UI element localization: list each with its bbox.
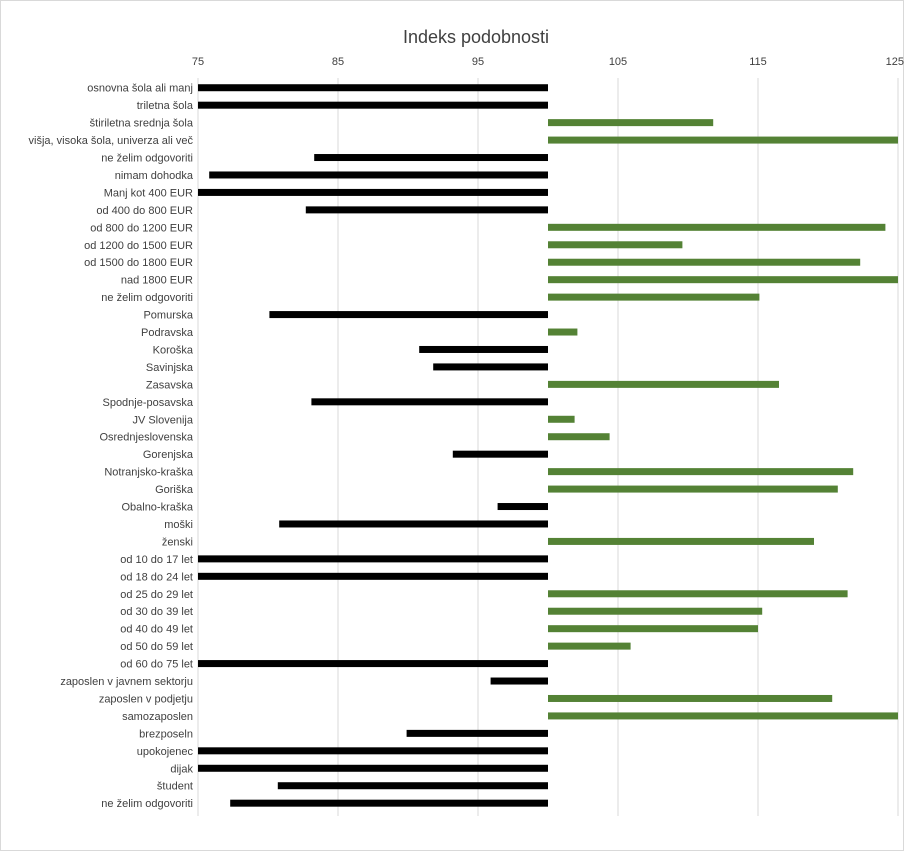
category-label: od 40 do 49 let xyxy=(120,624,193,636)
bar xyxy=(548,293,760,301)
bar xyxy=(548,328,578,336)
category-label: Gorenjska xyxy=(143,449,194,461)
category-label: študent xyxy=(157,781,193,793)
category-label: osnovna šola ali manj xyxy=(87,83,193,95)
bar xyxy=(279,520,548,528)
category-label: zaposlen v javnem sektorju xyxy=(60,676,193,688)
bar xyxy=(305,206,548,214)
category-label: od 50 do 59 let xyxy=(120,641,193,653)
bar xyxy=(490,677,548,685)
bar xyxy=(433,363,548,371)
category-label: od 1500 do 1800 EUR xyxy=(84,257,193,269)
category-label: višja, visoka šola, univerza ali več xyxy=(29,135,194,147)
category-labels: osnovna šola ali manj triletna šola štiril… xyxy=(29,83,194,810)
bar xyxy=(548,276,898,284)
category-label: od 1200 do 1500 EUR xyxy=(84,240,193,252)
category-label: Notranjsko-kraška xyxy=(104,467,194,479)
category-label: od 18 do 24 let xyxy=(120,571,193,583)
category-label: triletna šola xyxy=(137,100,194,112)
category-label: od 400 do 800 EUR xyxy=(96,205,193,217)
bar xyxy=(548,468,854,476)
category-label: od 10 do 17 let xyxy=(120,554,193,566)
chart-title: Indeks podobnosti xyxy=(403,27,549,47)
bar xyxy=(452,450,548,458)
category-label: Savinjska xyxy=(146,362,194,374)
x-axis-tick-labels: 75 85 95 105 115 125 xyxy=(192,56,904,68)
bar xyxy=(548,136,898,144)
category-label: brezposeln xyxy=(139,728,193,740)
bar xyxy=(548,258,861,266)
bar xyxy=(198,660,548,668)
bar xyxy=(311,398,548,406)
category-label: Goriška xyxy=(155,484,194,496)
category-label: Obalno-kraška xyxy=(121,502,193,514)
bar xyxy=(269,311,548,319)
category-label: nimam dohodka xyxy=(115,170,194,182)
category-label: ne želim odgovoriti xyxy=(101,292,193,304)
bar xyxy=(548,590,848,598)
category-label: Osrednjeslovenska xyxy=(99,432,193,444)
bar xyxy=(548,119,714,127)
category-label: upokojenec xyxy=(137,746,194,758)
category-label: od 60 do 75 let xyxy=(120,659,193,671)
category-label: ne želim odgovoriti xyxy=(101,798,193,810)
bar xyxy=(548,712,898,720)
bar xyxy=(548,380,779,388)
bar xyxy=(406,729,548,737)
bar xyxy=(314,154,548,162)
bar xyxy=(419,345,548,353)
bar xyxy=(198,747,548,755)
bar xyxy=(198,764,548,772)
category-label: Manj kot 400 EUR xyxy=(104,187,193,199)
bar xyxy=(548,642,631,650)
bar xyxy=(548,415,575,423)
category-label: Podravska xyxy=(141,327,194,339)
bar xyxy=(548,607,763,615)
category-label: od 30 do 39 let xyxy=(120,606,193,618)
x-tick-label: 95 xyxy=(472,56,484,68)
bar xyxy=(497,503,548,511)
category-label: dijak xyxy=(170,763,193,775)
bar xyxy=(548,433,610,441)
bar xyxy=(230,799,548,807)
bar xyxy=(548,241,683,249)
bar xyxy=(198,84,548,92)
category-label: Koroška xyxy=(153,344,194,356)
bar xyxy=(548,485,838,493)
category-label: samozaposlen xyxy=(122,711,193,723)
category-label: ne želim odgovoriti xyxy=(101,153,193,165)
bar xyxy=(277,782,548,790)
x-tick-label: 115 xyxy=(749,56,767,68)
x-tick-label: 85 xyxy=(332,56,344,68)
bar xyxy=(548,694,833,702)
x-tick-label: 105 xyxy=(609,56,627,68)
category-label: moški xyxy=(164,519,193,531)
category-label: zaposlen v podjetju xyxy=(99,693,193,705)
category-label: ženski xyxy=(162,536,193,548)
bar xyxy=(198,188,548,196)
bar xyxy=(548,223,886,231)
bar xyxy=(548,625,758,633)
bar xyxy=(198,555,548,563)
bar xyxy=(548,537,814,545)
category-label: od 800 do 1200 EUR xyxy=(90,222,193,234)
x-tick-label: 125 xyxy=(886,56,904,68)
bar xyxy=(198,572,548,580)
x-tick-label: 75 xyxy=(192,56,204,68)
bar xyxy=(209,171,548,179)
category-label: nad 1800 EUR xyxy=(121,275,193,287)
category-label: Pomurska xyxy=(143,310,193,322)
category-label: JV Slovenija xyxy=(132,414,193,426)
category-label: od 25 do 29 let xyxy=(120,589,193,601)
category-label: Spodnje-posavska xyxy=(102,397,193,409)
category-label: štiriletna srednja šola xyxy=(90,118,194,130)
gridlines xyxy=(197,78,899,816)
bar xyxy=(198,101,548,109)
category-label: Zasavska xyxy=(146,379,194,391)
bars xyxy=(198,84,898,807)
